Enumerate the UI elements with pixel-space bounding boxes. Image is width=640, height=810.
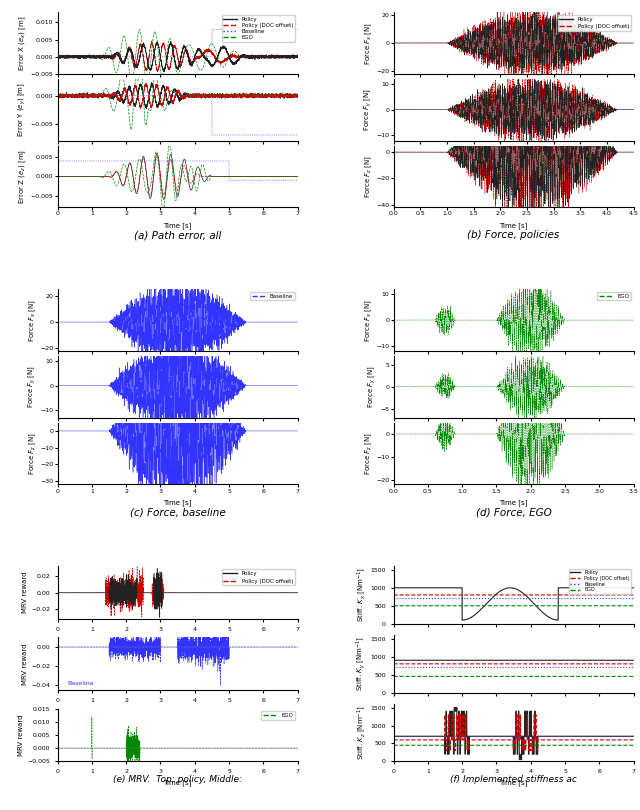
Y-axis label: Force $F_z$ [N]: Force $F_z$ [N] (363, 432, 374, 475)
Y-axis label: MRV reward: MRV reward (22, 572, 28, 613)
Legend: Policy, Policy (DOC offset), Baseline, EGO: Policy, Policy (DOC offset), Baseline, E… (222, 15, 295, 41)
Text: (a) Path error, all: (a) Path error, all (134, 230, 221, 240)
Y-axis label: Force $F_x$ [N]: Force $F_x$ [N] (363, 22, 374, 65)
Y-axis label: Error X ($e_x$) [m]: Error X ($e_x$) [m] (17, 15, 28, 70)
Y-axis label: Force $F_y$ [N]: Force $F_y$ [N] (26, 365, 38, 408)
X-axis label: Time [s]: Time [s] (163, 779, 192, 787)
Text: (e) MRV.  Top: policy, Middle:: (e) MRV. Top: policy, Middle: (113, 774, 242, 783)
Text: (d) Force, EGO: (d) Force, EGO (476, 507, 552, 517)
X-axis label: Time [s]: Time [s] (165, 709, 190, 714)
Text: (c) Force, baseline: (c) Force, baseline (130, 507, 225, 517)
Legend: Policy, Policy (DOC offset): Policy, Policy (DOC offset) (222, 569, 295, 585)
Text: Baseline: Baseline (67, 681, 94, 686)
Y-axis label: Force $F_x$ [N]: Force $F_x$ [N] (363, 299, 374, 342)
X-axis label: Time [s]: Time [s] (499, 779, 528, 787)
Y-axis label: Error Y ($e_y$) [m]: Error Y ($e_y$) [m] (17, 83, 28, 137)
X-axis label: Time [s]: Time [s] (499, 499, 528, 505)
X-axis label: Time [s]: Time [s] (163, 499, 192, 505)
Y-axis label: Force $F_x$ [N]: Force $F_x$ [N] (27, 299, 38, 342)
Y-axis label: Stiff. $K_x$ [Nm$^{-1}$]: Stiff. $K_x$ [Nm$^{-1}$] (355, 568, 368, 622)
Y-axis label: MRV reward: MRV reward (19, 714, 24, 756)
Y-axis label: Force $F_y$ [N]: Force $F_y$ [N] (366, 365, 378, 408)
X-axis label: Time [s]: Time [s] (499, 222, 528, 228)
Y-axis label: Stiff. $K_z$ [Nm$^{-1}$]: Stiff. $K_z$ [Nm$^{-1}$] (355, 706, 368, 760)
Text: (f) Implemented stiffness ac: (f) Implemented stiffness ac (450, 774, 577, 783)
Legend: Baseline: Baseline (250, 292, 295, 301)
Y-axis label: Stiff. $K_y$ [Nm$^{-1}$]: Stiff. $K_y$ [Nm$^{-1}$] (354, 637, 368, 691)
Y-axis label: Force $F_z$ [N]: Force $F_z$ [N] (27, 432, 38, 475)
Y-axis label: Error Z ($e_z$) [m]: Error Z ($e_z$) [m] (17, 149, 28, 204)
Legend: EGO: EGO (261, 711, 295, 720)
Legend: Policy, Policy (DOC offset): Policy, Policy (DOC offset) (558, 15, 631, 31)
Y-axis label: Force $F_y$ [N]: Force $F_y$ [N] (362, 88, 374, 131)
Y-axis label: Force $F_z$ [N]: Force $F_z$ [N] (363, 155, 374, 198)
X-axis label: Time [s]: Time [s] (163, 222, 192, 228)
X-axis label: Time [s]: Time [s] (165, 637, 190, 642)
Y-axis label: MRV reward: MRV reward (22, 643, 28, 684)
Text: (b) Force, policies: (b) Force, policies (467, 230, 560, 240)
Legend: EGO: EGO (597, 292, 631, 301)
Legend: Policy, Policy (DOC offset), Baseline, EGO: Policy, Policy (DOC offset), Baseline, E… (569, 569, 631, 594)
